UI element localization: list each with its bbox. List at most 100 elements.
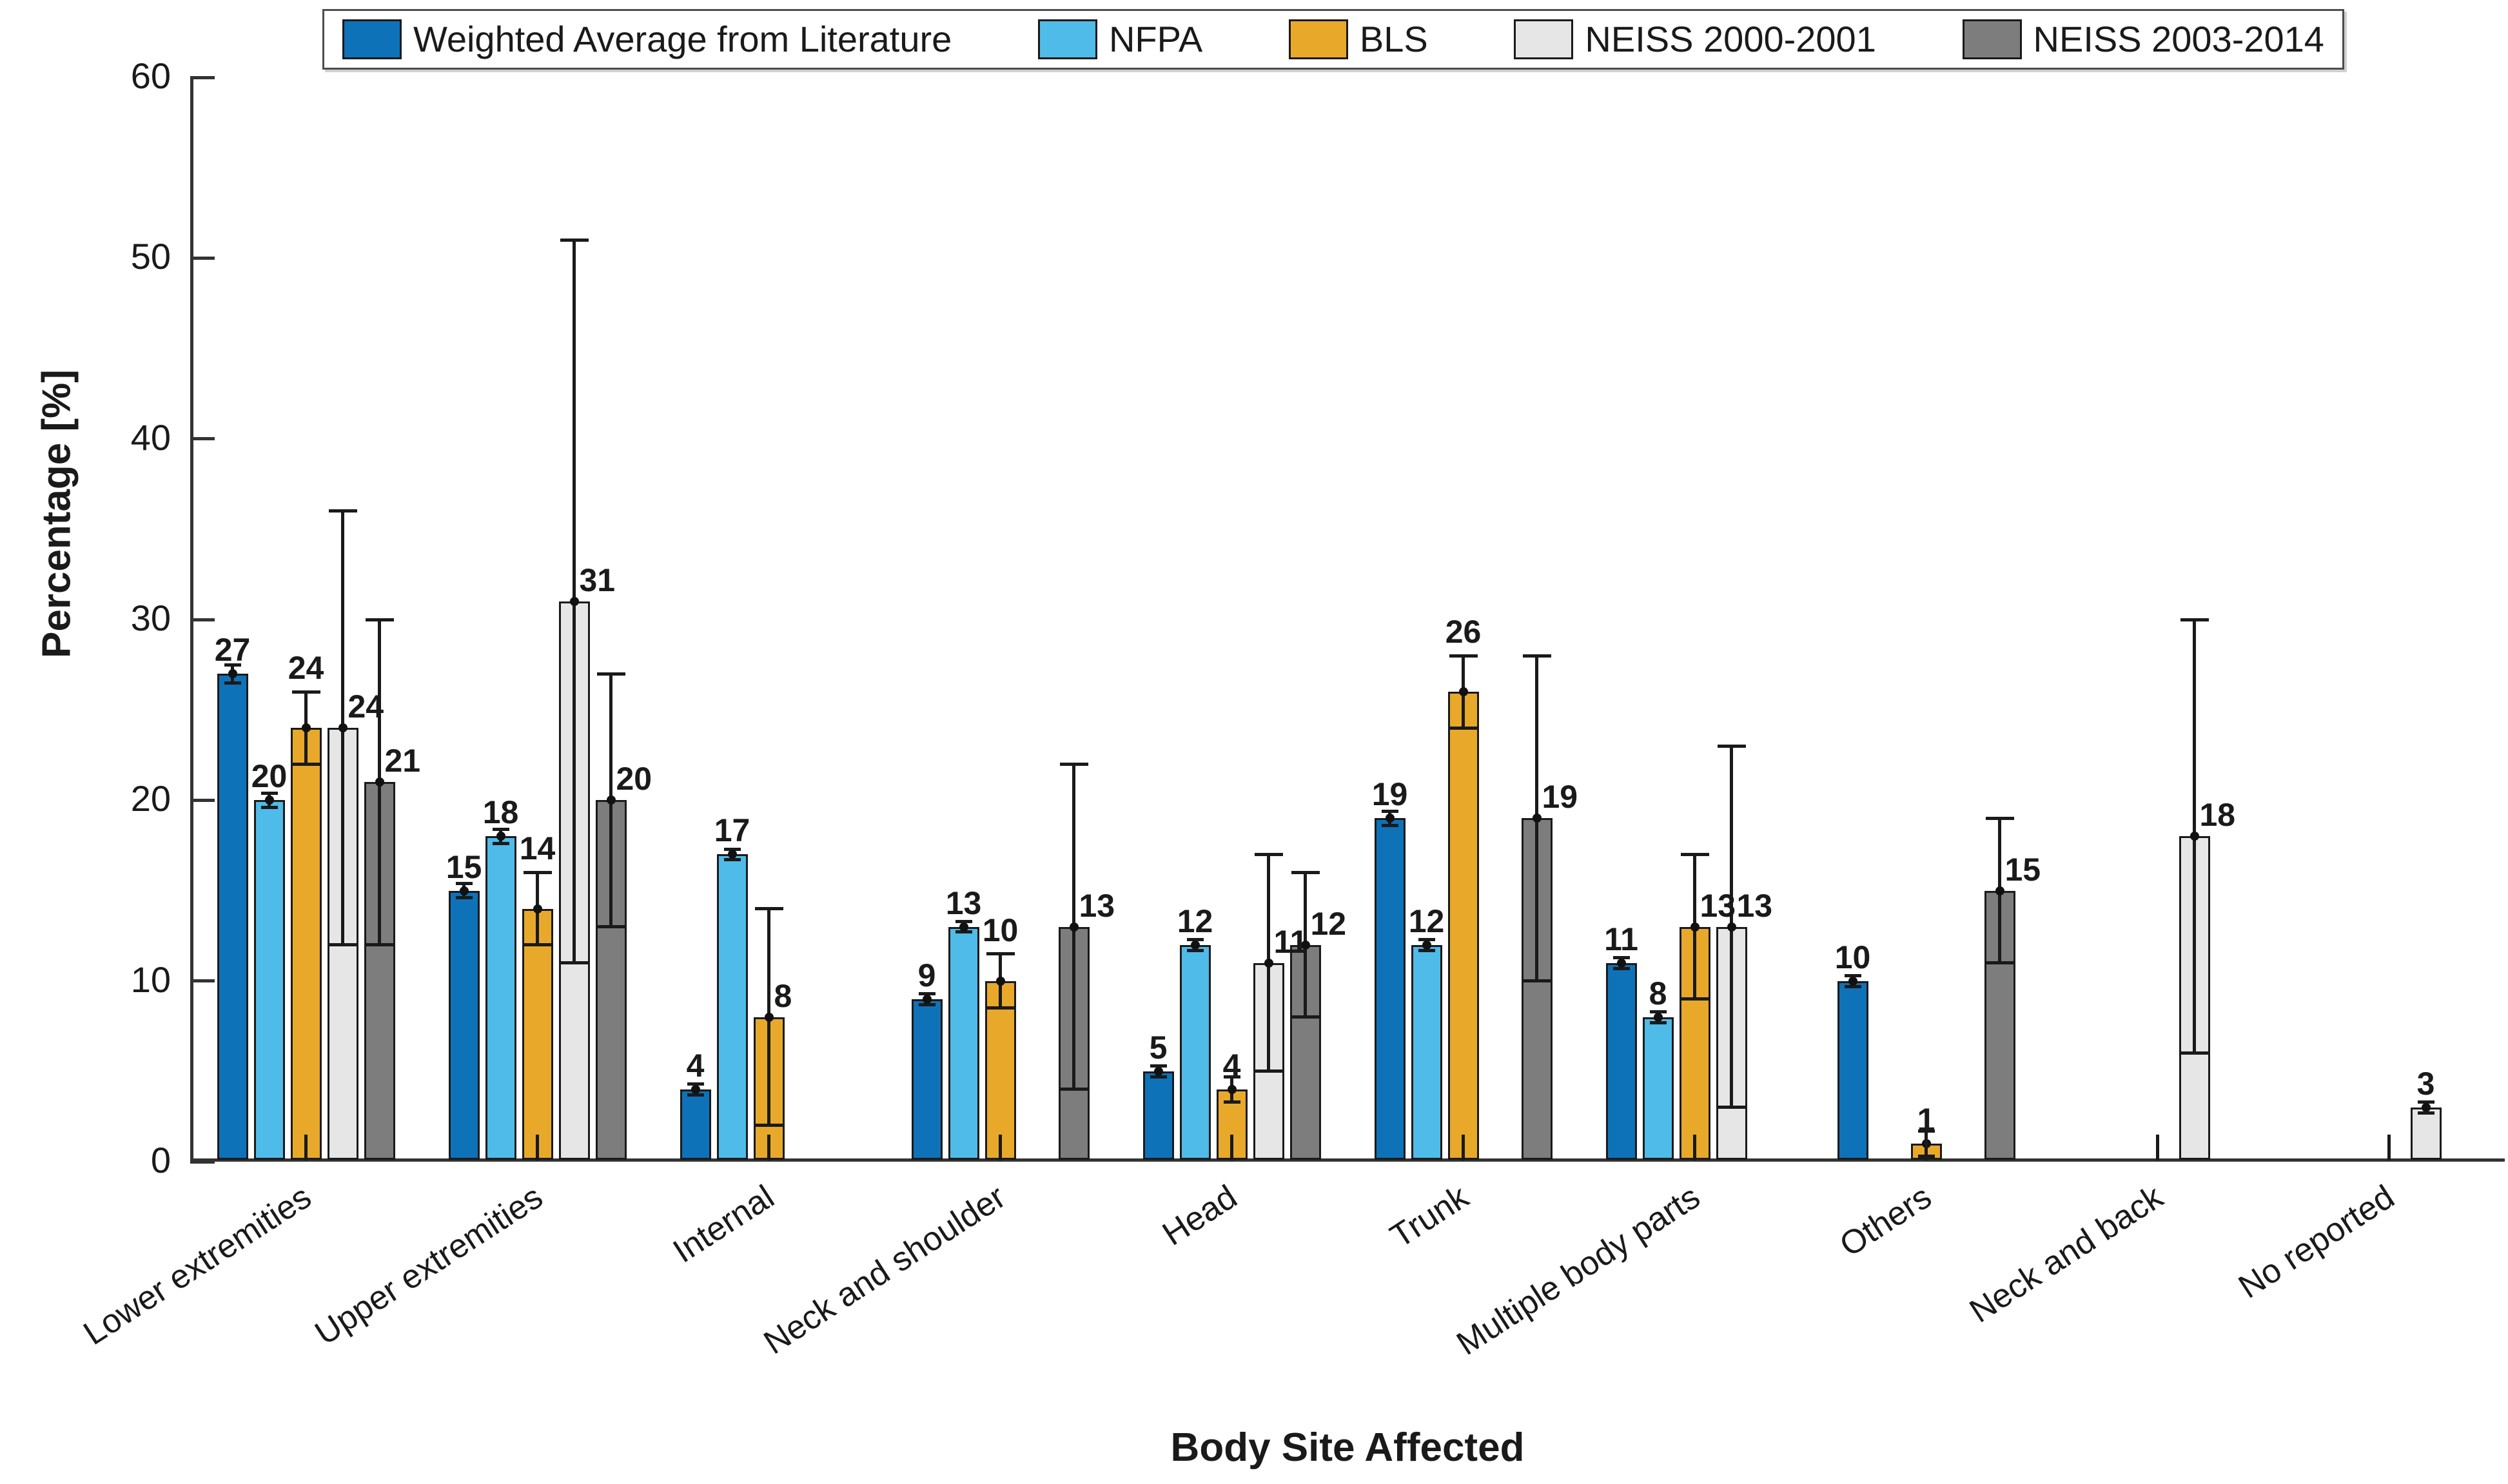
error-bar-cap-bottom (723, 858, 741, 862)
mean-marker-dot (338, 723, 348, 733)
error-bar-cap-bottom (2180, 1051, 2209, 1055)
x-axis-category-label: Lower extremities (77, 1178, 318, 1353)
mean-marker-dot (995, 976, 1005, 986)
x-axis-tick (1462, 1135, 1465, 1160)
x-axis-tick (1230, 1135, 1233, 1160)
bar-value-label: 12 (1408, 903, 1445, 939)
x-axis-category-label: Trunk (1384, 1178, 1475, 1256)
error-bar-cap-top (1985, 816, 2014, 820)
bar-weighted-average-from-literature (217, 674, 248, 1160)
legend-item-neiss-2003-2014: NEISS 2003-2014 (1962, 19, 2324, 59)
legend-item-weighted-average-from-literature: Weighted Average from Literature (342, 19, 952, 59)
x-axis-category-label: Head (1155, 1178, 1244, 1253)
y-axis-tick (190, 798, 215, 802)
bar-value-label: 31 (579, 561, 616, 598)
error-bar-cap-bottom (560, 961, 589, 965)
mean-marker-dot (228, 669, 237, 679)
legend-swatch-icon (1037, 19, 1097, 59)
bar-value-label: 13 (1736, 887, 1773, 924)
bar-bls (522, 908, 553, 1160)
error-bar-cap-top (986, 952, 1015, 956)
bar-weighted-average-from-literature (680, 1089, 711, 1160)
bar-value-label: 21 (384, 743, 421, 779)
bar-value-label: 8 (1649, 975, 1667, 1011)
error-bar-cap-bottom (1291, 1015, 1320, 1019)
mean-marker-dot (459, 886, 469, 895)
bar-nfpa (253, 800, 285, 1160)
error-bar-cap-top (754, 907, 783, 911)
error-bar-cap-top (596, 672, 625, 676)
y-axis-tick-label: 10 (130, 959, 171, 1000)
mean-marker-dot (1532, 814, 1542, 823)
error-bar-cap-bottom (1059, 1088, 1088, 1091)
error-bar-cap-bottom (455, 896, 473, 900)
error-bar-cap-top (224, 663, 241, 667)
mean-marker-dot (1995, 886, 2004, 895)
error-bar-cap-top (1522, 654, 1551, 658)
bar-value-label: 4 (686, 1047, 705, 1084)
y-axis-tick-label: 30 (130, 598, 171, 638)
legend-label: Weighted Average from Literature (413, 19, 952, 59)
y-axis-tick (190, 256, 215, 260)
x-axis-tick (1925, 1135, 1928, 1160)
x-axis-category-label: Multiple body parts (1449, 1178, 1707, 1363)
error-bar-cap-top (1649, 1010, 1667, 1013)
x-axis-tick (1693, 1135, 1696, 1160)
error-bar-cap-bottom (328, 943, 357, 947)
y-axis-tick (190, 979, 215, 983)
bar-value-label: 5 (1149, 1029, 1168, 1066)
mean-marker-dot (727, 850, 737, 859)
error-bar-cap-top (492, 827, 509, 831)
error-bar-cap-top (260, 791, 278, 795)
mean-marker-dot (1653, 1012, 1663, 1022)
bar-weighted-average-from-literature (911, 999, 943, 1160)
error-bar-cap-top (291, 690, 320, 694)
error-bar-cap-bottom (955, 930, 972, 934)
error-bar-cap-bottom (1649, 1020, 1667, 1024)
mean-marker-dot (264, 796, 274, 805)
bar-bls (290, 728, 322, 1160)
x-axis-tick (767, 1135, 770, 1160)
error-bar-cap-top (1059, 762, 1088, 766)
y-axis-tick-label: 20 (130, 778, 171, 819)
error-bar-cap-top (1223, 1075, 1240, 1079)
mean-marker-dot (569, 596, 579, 606)
bar-value-label: 13 (1079, 887, 1115, 924)
bar-value-label: 15 (446, 848, 482, 885)
error-bar-cap-top (560, 238, 589, 242)
error-bar-cap-top (523, 870, 552, 874)
mean-marker-dot (1848, 976, 1857, 986)
error-bar-cap-top (955, 919, 972, 923)
mean-marker-dot (1727, 922, 1736, 932)
error-bar-cap-bottom (1985, 961, 2014, 965)
x-axis-title: Body Site Affected (1170, 1425, 1525, 1470)
bar-value-label: 11 (1273, 923, 1308, 960)
bar-value-label: 27 (214, 632, 251, 669)
error-bar-cap-top (2417, 1100, 2435, 1104)
bar-nfpa (1642, 1017, 1674, 1160)
error-bar-cap-bottom (1612, 966, 1630, 970)
legend-swatch-icon (1288, 19, 1348, 59)
x-axis-tick (304, 1135, 308, 1160)
bar-value-label: 24 (348, 688, 384, 725)
x-axis-category-label: Neck and shoulder (757, 1178, 1012, 1362)
mean-marker-dot (1300, 940, 1310, 950)
mean-marker-dot (496, 832, 505, 841)
error-bar-cap-top (1150, 1064, 1167, 1068)
error-bar-cap-top (1917, 1129, 1935, 1133)
error-bar-cap-bottom (1680, 997, 1709, 1001)
y-axis-tick (190, 618, 215, 621)
y-axis-tick-label: 60 (130, 55, 171, 96)
bar-value-label: 19 (1371, 776, 1408, 813)
error-bar-cap-top (1612, 955, 1630, 959)
error-bar-cap-bottom (492, 842, 509, 846)
legend-item-bls: BLS (1288, 19, 1428, 59)
mean-marker-dot (1153, 1066, 1163, 1076)
bar-value-label: 19 (1542, 779, 1578, 815)
mean-marker-dot (1458, 687, 1468, 697)
error-bar-cap-bottom (1254, 1069, 1283, 1073)
legend-label: NFPA (1108, 19, 1203, 59)
error-bar-cap-bottom (1522, 979, 1551, 983)
mean-marker-dot (1616, 958, 1626, 968)
